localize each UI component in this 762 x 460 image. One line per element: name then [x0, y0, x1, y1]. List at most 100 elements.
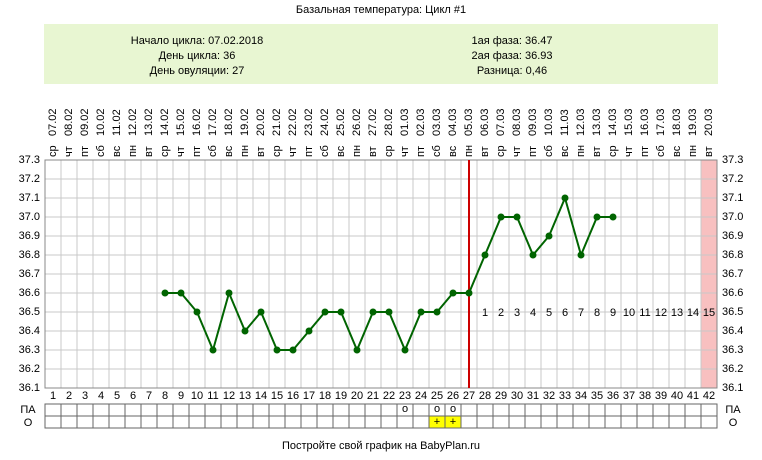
x-tick-label: 30: [511, 390, 523, 402]
phase-label: 13: [671, 307, 683, 319]
pa-cell: [380, 403, 398, 417]
info-box: [44, 24, 718, 84]
plot-border: [44, 159, 718, 389]
date-label: 06.03: [479, 108, 491, 136]
pa-cell: [172, 403, 190, 417]
phase-label: 8: [594, 307, 600, 319]
date-label: 20.03: [703, 108, 715, 136]
weekday-label: пт: [191, 146, 203, 157]
y-tick-label: 37.1: [722, 192, 743, 204]
date-label: 18.02: [223, 108, 235, 136]
pa-cell: [364, 403, 382, 417]
pa-cell: [620, 403, 638, 417]
weekday-label: чт: [511, 146, 523, 157]
y-tick-label: 36.9: [19, 230, 40, 242]
o-mark: +: [450, 416, 456, 428]
pa-cell: [284, 403, 302, 417]
o-cell: [620, 415, 638, 429]
o-cell: [684, 415, 702, 429]
weekday-label: вт: [255, 146, 267, 157]
o-cell: [572, 415, 590, 429]
x-tick-label: 33: [559, 390, 571, 402]
pa-cell: [76, 403, 94, 417]
y-tick-label: 36.7: [19, 268, 40, 280]
weekday-label: ср: [383, 145, 395, 157]
pa-cell: [220, 403, 238, 417]
pa-cell: [460, 403, 478, 417]
o-cell: [556, 415, 574, 429]
temperature-point: [593, 213, 601, 221]
pa-mark: о: [402, 403, 408, 415]
x-tick-label: 40: [671, 390, 683, 402]
y-tick-label: 36.7: [722, 268, 743, 280]
weekday-label: чт: [175, 146, 187, 157]
weekday-label: вс: [335, 145, 347, 157]
date-label: 26.02: [351, 108, 363, 136]
o-cell: [204, 415, 222, 429]
y-tick-label: 36.2: [19, 363, 40, 375]
o-cell: [300, 415, 318, 429]
x-tick-label: 25: [431, 390, 443, 402]
weekday-label: вт: [703, 146, 715, 157]
pa-mark: о: [450, 403, 456, 415]
o-cell: [396, 415, 414, 429]
o-cell: [172, 415, 190, 429]
pa-cell: [604, 403, 622, 417]
x-tick-label: 28: [479, 390, 491, 402]
temperature-point: [545, 232, 553, 240]
weekday-label: ср: [271, 145, 283, 157]
weekday-label: вс: [559, 145, 571, 157]
x-tick-label: 11: [207, 390, 218, 402]
date-label: 12.03: [575, 108, 587, 136]
date-label: 11.02: [111, 109, 123, 136]
o-cell: [236, 415, 254, 429]
weekday-label: пн: [239, 145, 251, 157]
x-tick-label: 1: [50, 390, 56, 402]
y-tick-label: 36.9: [722, 230, 743, 242]
o-cell: [124, 415, 142, 429]
phase-label: 9: [610, 307, 616, 319]
weekday-label: пн: [687, 145, 699, 157]
o-cell: [508, 415, 526, 429]
pa-cell: [252, 403, 270, 417]
x-tick-label: 18: [319, 390, 331, 402]
o-cell: [380, 415, 398, 429]
weekday-label: вт: [367, 146, 379, 157]
o-cell: [188, 415, 206, 429]
x-tick-label: 26: [447, 390, 459, 402]
pa-cell: [188, 403, 206, 417]
weekday-label: ср: [607, 145, 619, 157]
pa-cell: [140, 403, 158, 417]
pa-cell: [700, 403, 718, 417]
weekday-label: сб: [431, 145, 443, 157]
date-label: 07.02: [47, 108, 59, 136]
weekday-label: вт: [143, 146, 155, 157]
phase-label: 12: [655, 307, 667, 319]
phase-label: 5: [546, 307, 552, 319]
x-tick-label: 22: [383, 390, 395, 402]
info-text: 1ая фаза: 36.47: [471, 35, 552, 47]
date-label: 25.02: [335, 108, 347, 136]
phase-label: 11: [639, 307, 650, 319]
weekday-label: чт: [623, 146, 635, 157]
phase-label: 4: [530, 307, 536, 319]
weekday-label: пт: [415, 146, 427, 157]
temperature-point: [369, 308, 377, 316]
o-cell: [156, 415, 174, 429]
temperature-point: [337, 308, 345, 316]
temperature-point: [577, 251, 585, 259]
pa-cell: [540, 403, 558, 417]
date-label: 02.03: [415, 108, 427, 136]
date-label: 11.03: [559, 109, 571, 136]
date-label: 09.03: [527, 108, 539, 136]
weekday-label: сб: [543, 145, 555, 157]
pa-cell: [108, 403, 126, 417]
y-tick-label: 36.5: [722, 306, 743, 318]
temperature-point: [305, 327, 313, 335]
x-tick-label: 3: [82, 390, 88, 402]
x-tick-label: 10: [191, 390, 203, 402]
chart-title: Базальная температура: Цикл #1: [296, 4, 466, 16]
x-tick-label: 9: [178, 390, 184, 402]
x-tick-label: 24: [415, 390, 427, 402]
o-cell: [332, 415, 350, 429]
